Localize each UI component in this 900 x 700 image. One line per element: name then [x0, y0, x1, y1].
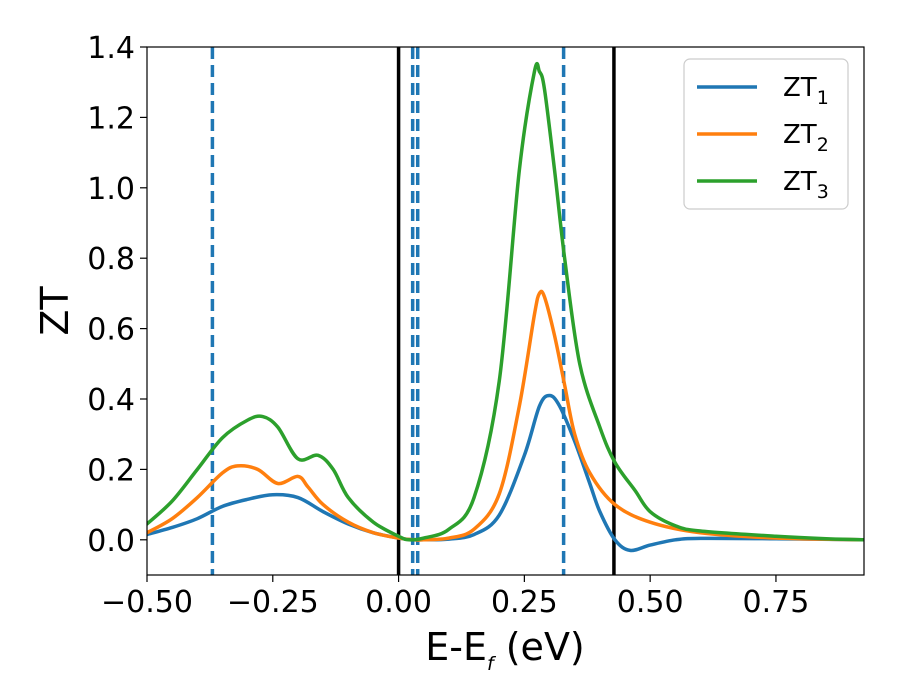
y-tick-label-4: 0.8	[87, 242, 135, 277]
x-tick-label-0: −0.50	[101, 585, 193, 620]
series-lines	[147, 61, 864, 553]
x-axis-label: E-Ef (eV)	[425, 625, 585, 675]
x-tick-label-1: −0.25	[227, 585, 319, 620]
plot-frame	[146, 46, 865, 576]
series-line-zt2	[147, 289, 864, 542]
vertical-reference-lines	[210, 47, 616, 575]
y-tick-label-1: 0.2	[87, 453, 135, 488]
x-tick-label-3: 0.25	[491, 585, 558, 620]
y-tick-label-5: 1.0	[87, 172, 135, 207]
y-axis-label: ZT	[33, 286, 77, 336]
y-tick-label-0: 0.0	[87, 524, 135, 559]
legend-box	[683, 58, 849, 210]
x-tick-label-5: 0.75	[743, 585, 810, 620]
x-tick-label-4: 0.50	[617, 585, 684, 620]
legend: ZT1 ZT2 ZT3	[683, 58, 849, 210]
y-tick-label-2: 0.4	[87, 383, 135, 418]
series-line-zt3	[147, 61, 864, 542]
y-axis-ticks: 0.0 0.2 0.4 0.6 0.8 1.0 1.2 1.4	[87, 31, 147, 559]
y-tick-label-6: 1.2	[87, 101, 135, 136]
x-axis-ticks: −0.50 −0.25 0.00 0.25 0.50 0.75	[101, 575, 809, 620]
series-line-zt1	[147, 393, 864, 553]
legend-label-zt3: ZT3	[783, 167, 829, 203]
y-tick-label-7: 1.4	[87, 31, 135, 66]
legend-label-zt2: ZT2	[783, 120, 829, 156]
legend-label-zt1: ZT1	[783, 73, 829, 109]
y-tick-label-3: 0.6	[87, 313, 135, 348]
x-tick-label-2: 0.00	[365, 585, 432, 620]
